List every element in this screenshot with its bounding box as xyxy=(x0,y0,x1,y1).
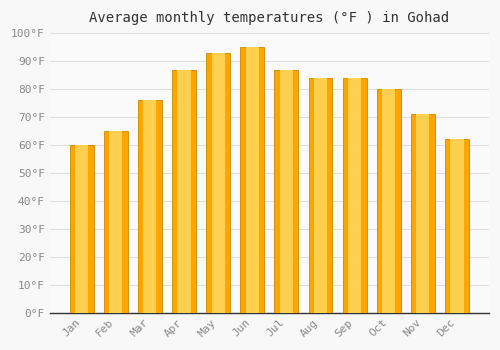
Bar xyxy=(212,53,224,313)
Bar xyxy=(178,70,190,313)
Bar xyxy=(246,47,259,313)
Bar xyxy=(138,100,162,313)
Bar xyxy=(70,145,94,313)
Bar xyxy=(104,131,128,313)
Title: Average monthly temperatures (°F ) in Gohad: Average monthly temperatures (°F ) in Go… xyxy=(89,11,450,25)
Bar xyxy=(382,89,396,313)
Bar xyxy=(450,139,464,313)
Bar xyxy=(75,145,88,313)
Bar xyxy=(348,78,361,313)
Bar xyxy=(240,47,264,313)
Bar xyxy=(416,114,430,313)
Bar xyxy=(411,114,435,313)
Bar xyxy=(280,70,293,313)
Bar xyxy=(172,70,196,313)
Bar xyxy=(206,53,230,313)
Bar xyxy=(274,70,298,313)
Bar xyxy=(109,131,122,313)
Bar xyxy=(342,78,366,313)
Bar xyxy=(144,100,156,313)
Bar xyxy=(445,139,469,313)
Bar xyxy=(308,78,332,313)
Bar xyxy=(314,78,327,313)
Bar xyxy=(377,89,400,313)
